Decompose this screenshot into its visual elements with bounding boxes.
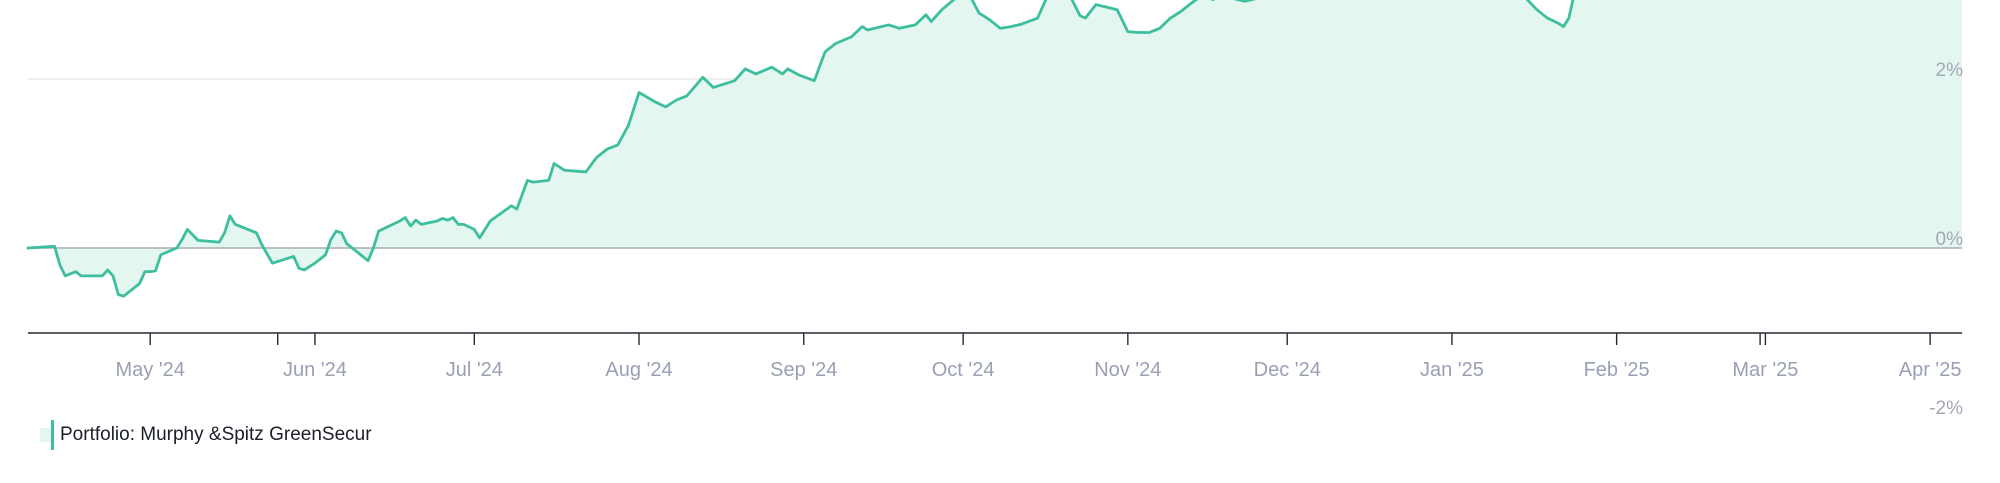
x-tick-label: Jun '24 bbox=[283, 359, 347, 381]
y-tick-label: 0% bbox=[1936, 229, 1964, 250]
legend-swatch-bar bbox=[51, 420, 54, 450]
legend[interactable]: Portfolio: Murphy &Spitz GreenSecur bbox=[40, 418, 372, 452]
x-tick-label: Aug '24 bbox=[605, 359, 672, 381]
y-tick-label: -2% bbox=[1929, 398, 1963, 419]
x-tick-label: Apr '25 bbox=[1899, 359, 1962, 381]
x-tick-label: Jul '24 bbox=[446, 359, 503, 381]
x-axis: May '24 Jun '24 Jul '24 Aug '24 Sep '24 Oct '… bbox=[28, 332, 1962, 381]
y-tick-label: 2% bbox=[1936, 60, 1964, 81]
x-tick-label: Sep '24 bbox=[770, 359, 837, 381]
y-axis: 4%2%0%-2% bbox=[1929, 60, 1964, 419]
series-area bbox=[28, 0, 1962, 297]
series-line bbox=[26, 0, 1851, 298]
x-tick-label: Mar '25 bbox=[1732, 359, 1798, 381]
x-tick-label: Nov '24 bbox=[1094, 359, 1161, 381]
x-tick-label: Feb '25 bbox=[1584, 359, 1650, 381]
legend-swatch-fill bbox=[40, 428, 54, 442]
x-tick-label: Oct '24 bbox=[932, 359, 995, 381]
x-tick-label: Jan '25 bbox=[1420, 359, 1484, 381]
legend-item-portfolio[interactable]: Portfolio: Murphy &Spitz GreenSecur bbox=[60, 424, 372, 445]
x-tick-label: Dec '24 bbox=[1254, 359, 1321, 381]
x-tick-label: May '24 bbox=[116, 359, 185, 381]
legend-swatch bbox=[40, 420, 54, 450]
